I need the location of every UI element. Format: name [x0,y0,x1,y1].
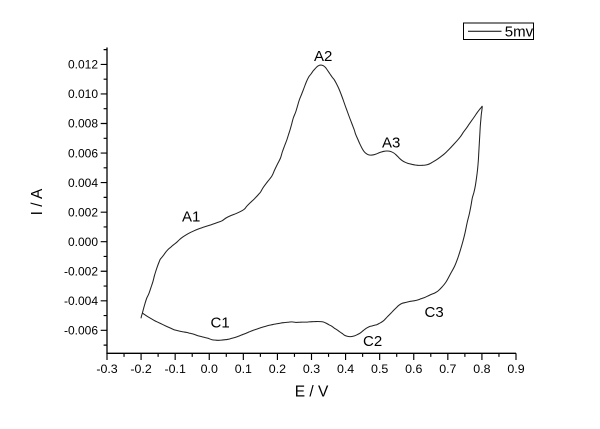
svg-text:0.8: 0.8 [473,362,490,376]
svg-text:E / V: E / V [295,384,329,401]
svg-text:0.0: 0.0 [201,362,218,376]
svg-text:0.9: 0.9 [507,362,524,376]
svg-text:0.000: 0.000 [68,235,98,249]
svg-text:0.008: 0.008 [68,117,98,131]
svg-text:I / A: I / A [29,188,46,215]
svg-text:0.3: 0.3 [303,362,320,376]
svg-text:0.1: 0.1 [235,362,252,376]
svg-text:C1: C1 [211,315,230,332]
svg-text:0.2: 0.2 [269,362,286,376]
svg-text:0.002: 0.002 [68,205,98,219]
svg-text:0.010: 0.010 [68,87,98,101]
svg-text:A2: A2 [314,48,332,65]
svg-text:-0.1: -0.1 [164,362,185,376]
svg-text:-0.3: -0.3 [96,362,117,376]
svg-text:0.006: 0.006 [68,146,98,160]
svg-text:A3: A3 [382,135,400,152]
svg-text:A1: A1 [182,209,200,226]
svg-text:0.012: 0.012 [68,58,98,72]
svg-text:5mv: 5mv [505,23,534,40]
svg-text:0.6: 0.6 [405,362,422,376]
svg-text:-0.006: -0.006 [64,324,98,338]
svg-text:C2: C2 [363,333,382,350]
svg-text:0.7: 0.7 [439,362,456,376]
svg-text:C3: C3 [425,304,444,321]
svg-text:-0.2: -0.2 [130,362,151,376]
svg-text:0.5: 0.5 [371,362,388,376]
svg-text:0.004: 0.004 [68,176,98,190]
svg-text:-0.002: -0.002 [64,264,98,278]
svg-text:-0.004: -0.004 [64,294,98,308]
svg-text:0.4: 0.4 [337,362,354,376]
